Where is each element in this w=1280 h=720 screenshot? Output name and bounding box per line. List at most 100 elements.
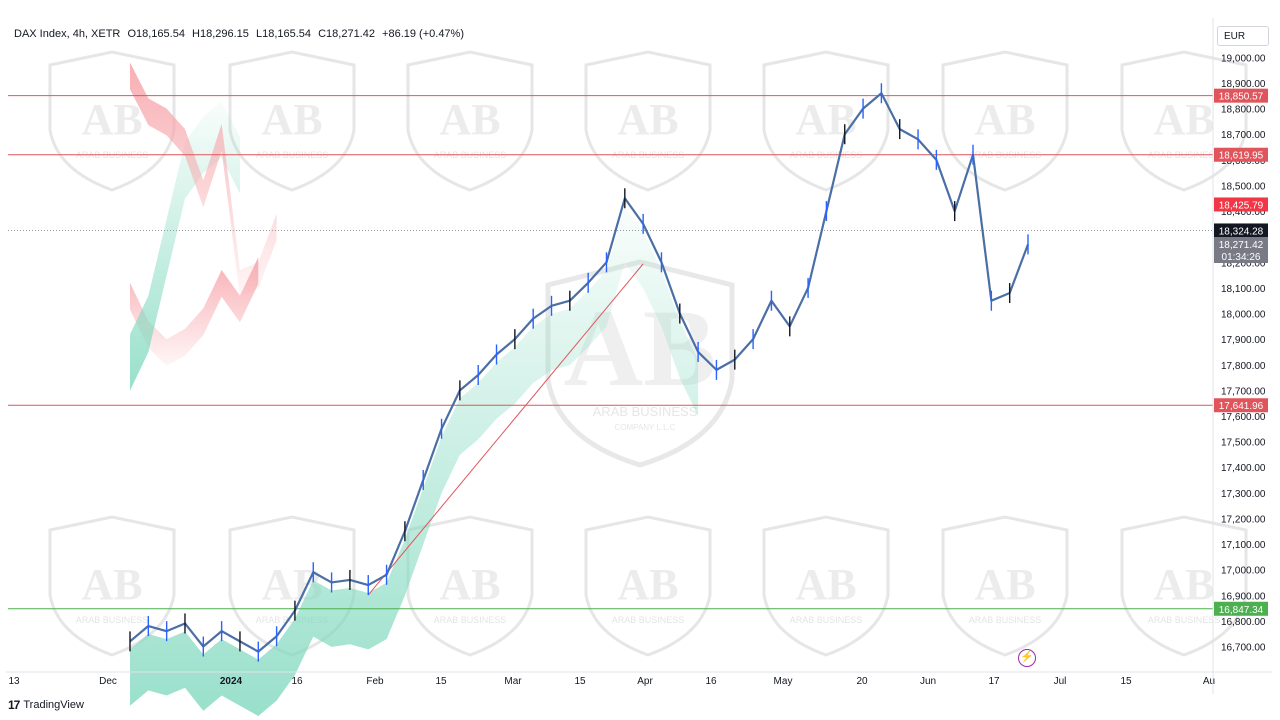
tradingview-brand[interactable]: 17 TradingView [8,698,84,712]
y-tick-label: 18,000.00 [1221,310,1266,321]
x-tick-label: 15 [574,676,586,687]
watermark-text: ARAB BUSINESS [790,615,863,625]
y-tick-label: 17,800.00 [1221,361,1266,372]
watermark-logo: AB [439,95,500,144]
level-price-label: 18,619.95 [1219,151,1264,162]
y-tick-label: 18,100.00 [1221,284,1266,295]
x-tick-label: Feb [366,676,384,687]
level-price-tag [1214,197,1268,212]
tradingview-logo-icon: 17 [8,698,20,712]
watermark-logo: AB [974,95,1035,144]
x-tick-label: Au [1203,676,1215,687]
y-tick-label: 17,400.00 [1221,463,1266,474]
watermark-shield-large-icon [545,259,735,468]
lightning-icon[interactable]: ⚡ [1018,649,1036,667]
watermark-shield-icon [762,50,890,192]
y-tick-label: 18,900.00 [1221,79,1266,90]
watermark-shield-icon [406,50,534,192]
ohlc-low: L18,165.54 [255,28,312,40]
x-tick-label: Jul [1054,676,1067,687]
ohlc-close: C18,271.42 [318,28,375,40]
current-price-tag [1214,237,1268,264]
y-tick-label: 16,700.00 [1221,643,1266,654]
x-tick-label: Dec [99,676,117,687]
level-price-label: 17,641.96 [1219,401,1264,412]
x-tick-label: 16 [705,676,717,687]
last-price-label: 18,324.28 [1219,226,1264,237]
watermark-logo: AB [617,560,678,609]
watermark-logo: AB [617,95,678,144]
y-tick-label: 18,200.00 [1221,258,1266,269]
y-tick-label: 17,200.00 [1221,514,1266,525]
x-tick-label: 15 [435,676,447,687]
level-price-tag [1214,398,1268,413]
y-tick-label: 16,900.00 [1221,591,1266,602]
x-tick-label: Apr [637,676,653,687]
x-tick-label: 20 [856,676,868,687]
watermark-subtext-large: COMPANY L.L.C [614,423,675,432]
currency-selector[interactable]: EUR [1217,26,1269,46]
watermark-shield-icon [1120,515,1248,657]
x-tick-label: 13 [8,676,20,687]
trend-cloud-red [130,257,259,366]
watermark-text: ARAB BUSINESS [256,615,329,625]
level-price-tag [1214,88,1268,103]
watermark-logo: AB [1153,560,1214,609]
ohlc-open: O18,165.54 [127,28,185,40]
y-tick-label: 17,600.00 [1221,412,1266,423]
ohlc-high: H18,296.15 [192,28,249,40]
x-tick-label: 17 [988,676,1000,687]
last-price-tag [1214,223,1268,238]
level-price-tag [1214,147,1268,162]
y-tick-label: 19,000.00 [1221,53,1266,64]
level-price-label: 18,425.79 [1219,200,1264,211]
symbol-legend: DAX Index, 4h, XETR O18,165.54 H18,296.1… [14,28,468,40]
trend-cloud-green-may [130,101,240,391]
y-tick-label: 18,700.00 [1221,130,1266,141]
ohlc-change: +86.19 (+0.47%) [382,28,464,40]
y-tick-label: 17,900.00 [1221,335,1266,346]
watermark-text: ARAB BUSINESS [76,615,149,625]
watermark-logo: AB [795,95,856,144]
watermark-logo: AB [1153,95,1214,144]
watermark-text-large: ARAB BUSINESS [593,404,698,419]
x-tick-label: May [774,676,793,687]
watermark-shield-icon [1120,50,1248,192]
y-tick-label: 18,500.00 [1221,181,1266,192]
x-tick-label: 16 [291,676,303,687]
watermark-shield-icon [941,50,1069,192]
watermark-logo: AB [439,560,500,609]
watermark-text: ARAB BUSINESS [1148,615,1221,625]
watermark-logo: AB [261,95,322,144]
symbol-name[interactable]: DAX Index, 4h, XETR [14,28,121,40]
watermark-shield-icon [762,515,890,657]
watermark-shield-icon [941,515,1069,657]
watermark-logo: AB [974,560,1035,609]
y-tick-label: 17,100.00 [1221,540,1266,551]
watermark-shield-icon [48,515,176,657]
watermark-text: ARAB BUSINESS [612,615,685,625]
countdown-label: 01:34:26 [1222,252,1261,263]
level-price-label: 18,850.57 [1219,92,1264,103]
x-tick-label: Jun [920,676,936,687]
y-tick-label: 17,500.00 [1221,438,1266,449]
y-tick-label: 17,700.00 [1221,386,1266,397]
watermark-shield-icon [406,515,534,657]
x-tick-label: 15 [1120,676,1132,687]
y-tick-label: 18,400.00 [1221,207,1266,218]
watermark-text: ARAB BUSINESS [969,615,1042,625]
y-tick-label: 16,800.00 [1221,617,1266,628]
level-price-label: 16,847.34 [1219,605,1264,616]
y-tick-label: 18,800.00 [1221,105,1266,116]
x-tick-label: 2024 [220,676,243,687]
trend-line [367,263,644,596]
watermark-shield-icon [584,515,712,657]
y-tick-label: 17,000.00 [1221,566,1266,577]
current-price-label: 18,271.42 [1219,240,1264,251]
tradingview-label: TradingView [23,699,84,711]
y-tick-label: 17,300.00 [1221,489,1266,500]
watermark-text: ARAB BUSINESS [434,615,507,625]
price-series-line [129,92,1030,653]
level-price-tag [1214,601,1268,616]
